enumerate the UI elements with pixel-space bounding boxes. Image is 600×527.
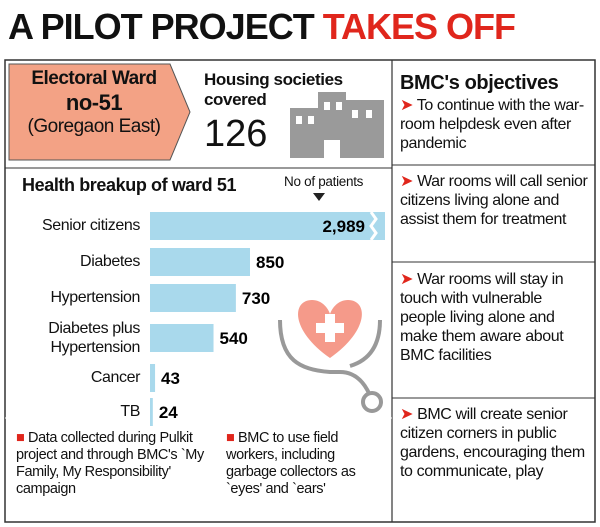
- health-icon: [278, 300, 383, 413]
- axis-break: [369, 211, 378, 241]
- bullet: ➤: [400, 173, 414, 190]
- value-label: 540: [220, 329, 248, 348]
- note-text: BMC to use field workers, including garb…: [226, 430, 356, 497]
- note: ■ BMC to use field workers, including ga…: [226, 430, 356, 497]
- note-text: Data collected during Pulkit project and…: [16, 430, 204, 497]
- bar: [150, 364, 156, 392]
- value-label: 730: [242, 289, 270, 308]
- bar: [150, 212, 385, 240]
- headline-part: A PILOT PROJECT: [8, 6, 315, 47]
- objective: ➤ BMC will create senior citizen corners…: [400, 405, 590, 481]
- category-label: Diabetes: [80, 253, 140, 270]
- chart-title: Health breakup of ward 51: [22, 175, 237, 195]
- bar: [150, 398, 153, 426]
- category-label: Cancer: [90, 369, 141, 386]
- category-label: TB: [120, 403, 140, 420]
- buildings-icon: [290, 92, 384, 158]
- value-label: 2,989: [322, 217, 365, 236]
- bar: [150, 284, 236, 312]
- headline-part: TAKES OFF: [322, 6, 516, 47]
- category-label: Hypertension: [50, 289, 141, 306]
- objective-text: To continue with the war-room helpdesk e…: [400, 97, 584, 152]
- objective-text: War rooms will stay in touch with vulner…: [400, 271, 564, 364]
- axis-label: No of patients: [284, 174, 364, 189]
- pointer: [313, 193, 325, 201]
- value-label: 43: [161, 369, 180, 388]
- category-label: Diabetes plus Hypertension: [48, 320, 140, 356]
- ward-text: (Goregaon East): [27, 116, 161, 137]
- bullet: ➤: [400, 406, 414, 423]
- objective-text: War rooms will call senior citizens livi…: [400, 173, 588, 228]
- bar: [150, 248, 250, 276]
- objective-text: BMC will create senior citizen corners i…: [400, 406, 585, 480]
- bar: [150, 324, 214, 352]
- housing-value: 126: [204, 113, 268, 155]
- objectives-title: BMC's objectives: [400, 72, 559, 94]
- ward-box: [8, 63, 191, 161]
- ward-text: no-51: [65, 90, 123, 115]
- housing-label: Housing societies covered: [204, 70, 343, 109]
- value-label: 24: [159, 403, 178, 422]
- frame: [4, 59, 596, 523]
- ward: Electoral Ward no-51 (Goregaon East): [14, 68, 174, 138]
- objective: ➤ War rooms will call senior citizens li…: [400, 172, 590, 229]
- objective: ➤ War rooms will stay in touch with vuln…: [400, 270, 590, 365]
- ward-text: Electoral Ward: [31, 68, 157, 89]
- bullet: ➤: [400, 271, 414, 288]
- value-label: 850: [256, 253, 284, 272]
- category-label: Senior citizens: [41, 217, 140, 234]
- headline: A PILOT PROJECT TAKES OFF: [8, 6, 516, 48]
- note: ■ Data collected during Pulkit project a…: [16, 430, 204, 497]
- objective: ➤ To continue with the war-room helpdesk…: [400, 96, 590, 153]
- bullet: ➤: [400, 97, 414, 114]
